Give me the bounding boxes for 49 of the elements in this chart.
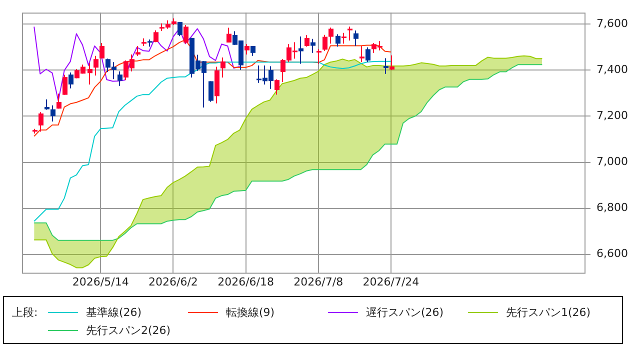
legend-label: 先行スパン1(26) [506, 304, 591, 320]
candlestick [50, 104, 56, 122]
candlestick [316, 48, 322, 64]
candlestick [310, 38, 316, 54]
candlestick [220, 57, 226, 78]
candlestick [336, 34, 340, 48]
candlestick [94, 55, 98, 76]
candlestick [136, 45, 140, 56]
candlestick [226, 27, 232, 44]
candlestick [298, 36, 304, 64]
candlestick [118, 70, 122, 86]
candlestick [38, 112, 44, 132]
candlestick [88, 62, 92, 85]
candlestick [384, 58, 388, 74]
y-tick-label: 7,600 [596, 16, 628, 30]
candlestick [322, 34, 328, 52]
legend-label: 基準線(26) [86, 304, 142, 320]
candlestick [184, 24, 188, 44]
legend-label: 転換線(9) [226, 304, 275, 320]
candlestick [44, 98, 50, 110]
candlestick [208, 80, 214, 102]
candlestick [304, 34, 310, 48]
candlestick [100, 42, 104, 59]
y-tick-label: 7,200 [596, 109, 628, 122]
candlestick [360, 45, 364, 63]
y-tick-label: 7,000 [596, 155, 628, 168]
candlestick [244, 44, 250, 56]
candlestick [62, 74, 68, 96]
candlestick [366, 46, 370, 63]
y-tick-label: 7,400 [596, 63, 628, 76]
candlestick [328, 27, 334, 44]
x-tick-label: 2026/5/14 [72, 275, 129, 288]
candlestick [354, 30, 358, 46]
x-tick-label: 2026/7/24 [362, 275, 420, 288]
x-tick-label: 2026/6/2 [148, 275, 198, 288]
legend-label: 遅行スパン(26) [366, 304, 444, 320]
candlestick [68, 72, 74, 89]
candlestick [56, 93, 62, 110]
candlestick [274, 78, 280, 96]
candlestick [342, 32, 346, 44]
candlestick [178, 22, 182, 37]
y-tick-label: 6,800 [596, 201, 628, 214]
x-tick-label: 2026/6/18 [218, 275, 274, 288]
candlestick [390, 54, 394, 71]
legend-title: 上段: [12, 304, 39, 320]
legend-label: 先行スパン2(26) [86, 322, 171, 338]
y-tick-label: 6,600 [596, 247, 628, 260]
x-tick-label: 2026/7/8 [294, 275, 344, 288]
candlestick [348, 26, 352, 41]
